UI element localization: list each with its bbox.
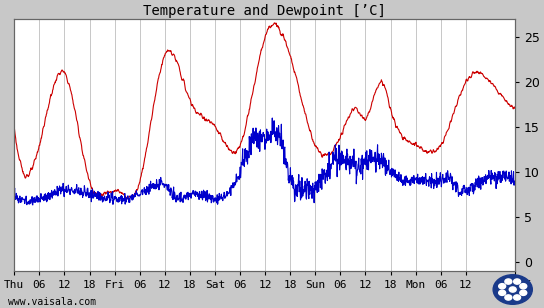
Circle shape xyxy=(499,284,505,289)
Circle shape xyxy=(514,279,521,284)
Circle shape xyxy=(505,279,512,284)
Circle shape xyxy=(509,287,516,292)
Text: www.vaisala.com: www.vaisala.com xyxy=(8,297,96,307)
Title: Temperature and Dewpoint [’C]: Temperature and Dewpoint [’C] xyxy=(143,4,386,18)
Circle shape xyxy=(520,290,527,295)
Circle shape xyxy=(514,295,521,300)
Circle shape xyxy=(493,275,533,304)
Circle shape xyxy=(505,295,512,300)
Circle shape xyxy=(499,290,505,295)
Circle shape xyxy=(520,284,527,289)
